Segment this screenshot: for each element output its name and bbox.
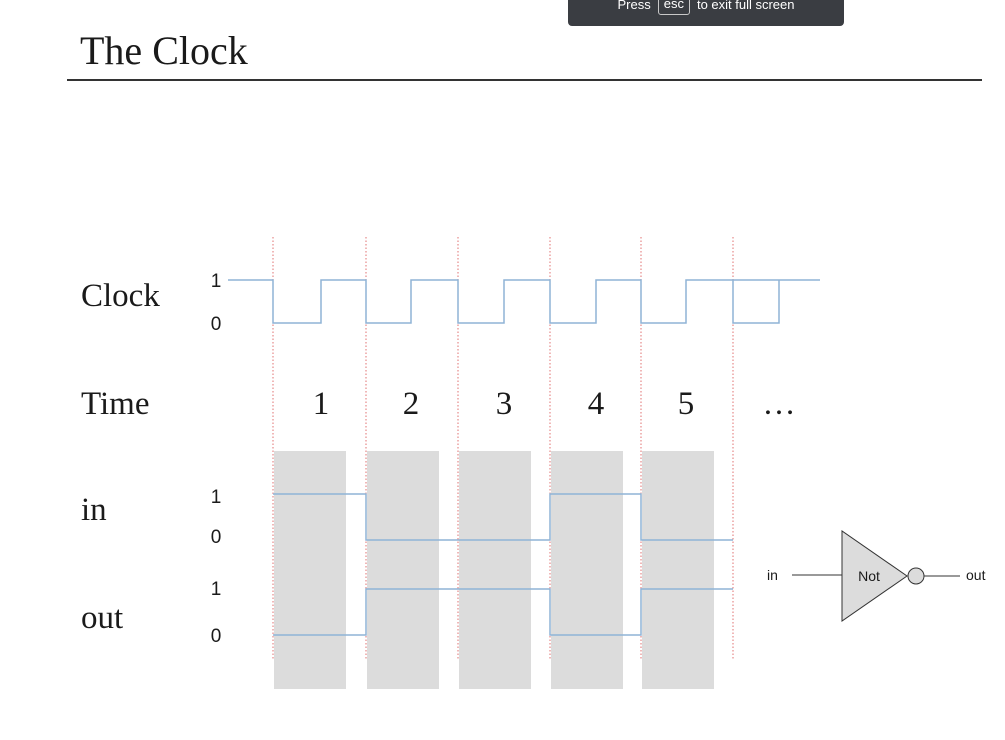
cycle-shade-2 xyxy=(367,451,439,689)
cycle-shade-3 xyxy=(459,451,531,689)
in-level-low: 0 xyxy=(211,527,222,548)
time-step-3: 3 xyxy=(496,386,513,422)
clock-level-low: 0 xyxy=(211,314,222,335)
in-level-high: 1 xyxy=(211,487,222,508)
out-level-low: 0 xyxy=(211,626,222,647)
cycle-shade-1 xyxy=(274,451,346,689)
clock-level-high: 1 xyxy=(211,271,222,292)
slide-title: The Clock xyxy=(80,28,248,73)
time-step-4: 4 xyxy=(588,386,605,422)
not-gate-triangle xyxy=(841,530,908,622)
cycle-shade-5 xyxy=(642,451,714,689)
not-gate-bubble xyxy=(907,567,925,585)
diagram-labels: 1 0 1 0 1 0 1 2 3 4 5 … xyxy=(211,271,796,647)
time-step-5: 5 xyxy=(678,386,695,422)
out-row-label: out xyxy=(81,600,124,636)
out-waveform xyxy=(273,588,733,636)
fullscreen-press-text: Press xyxy=(617,0,651,12)
clock-row-label: Clock xyxy=(81,278,160,314)
fullscreen-banner: Press esc to exit full screen xyxy=(568,0,844,26)
in-row-label: in xyxy=(81,492,107,528)
not-gate-label: Not xyxy=(858,568,880,584)
in-waveform xyxy=(273,493,733,541)
title-divider xyxy=(67,79,982,81)
cycle-shading xyxy=(274,451,714,689)
clock-waveform xyxy=(228,279,820,324)
not-gate-diagram: in Not out xyxy=(767,530,986,622)
esc-key[interactable]: esc xyxy=(657,0,690,15)
time-step-1: 1 xyxy=(313,386,330,422)
gate-output-label: out xyxy=(966,567,986,583)
waveforms xyxy=(228,279,820,636)
cycle-shade-4 xyxy=(551,451,623,689)
out-level-high: 1 xyxy=(211,579,222,600)
time-step-2: 2 xyxy=(403,386,420,422)
fullscreen-exit-text: to exit full screen xyxy=(696,0,795,12)
time-step-6: … xyxy=(763,386,796,422)
time-row-label: Time xyxy=(81,386,150,422)
gate-input-label: in xyxy=(767,567,778,583)
